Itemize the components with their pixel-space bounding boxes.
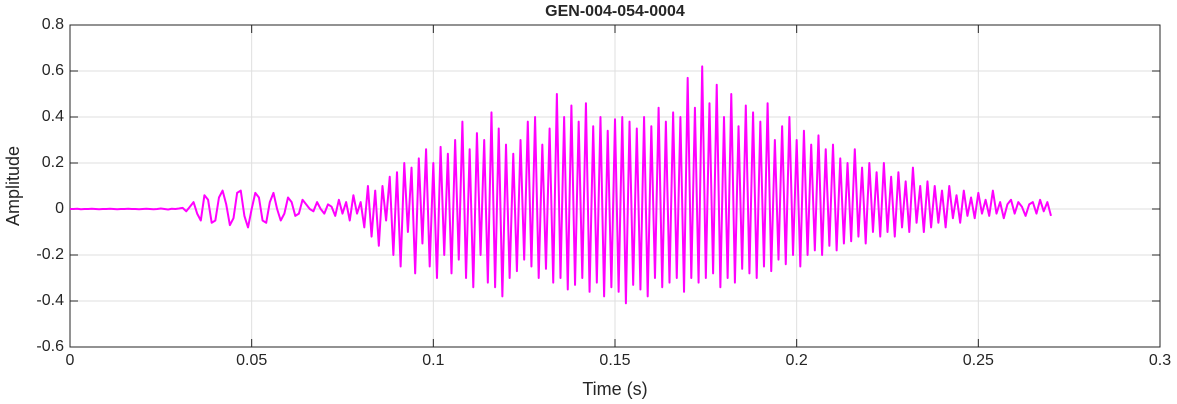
y-tick-label: 0 — [55, 200, 64, 217]
x-tick-label: 0.05 — [236, 352, 267, 369]
x-tick-label: 0.15 — [599, 352, 630, 369]
y-tick-label: -0.4 — [36, 292, 64, 309]
y-tick-label: 0.2 — [42, 154, 64, 171]
y-tick-label: 0.6 — [42, 62, 64, 79]
plot-frame — [69, 24, 1161, 348]
x-tick-label: 0.3 — [1149, 352, 1171, 369]
x-tick-label: 0 — [66, 352, 75, 369]
x-axis-label: Time (s) — [582, 379, 647, 399]
x-tick-label: 0.1 — [422, 352, 444, 369]
x-tick-label: 0.25 — [963, 352, 994, 369]
waveform-line — [70, 65, 1052, 305]
y-tick-label: -0.2 — [36, 246, 64, 263]
y-tick-label: 0.4 — [42, 108, 64, 125]
y-tick-label: 0.8 — [42, 16, 64, 33]
y-tick-label: -0.6 — [36, 338, 64, 355]
x-tick-label: 0.2 — [786, 352, 808, 369]
chart-title: GEN-004-054-0004 — [545, 3, 685, 20]
y-axis-label: Amplitude — [3, 146, 23, 226]
